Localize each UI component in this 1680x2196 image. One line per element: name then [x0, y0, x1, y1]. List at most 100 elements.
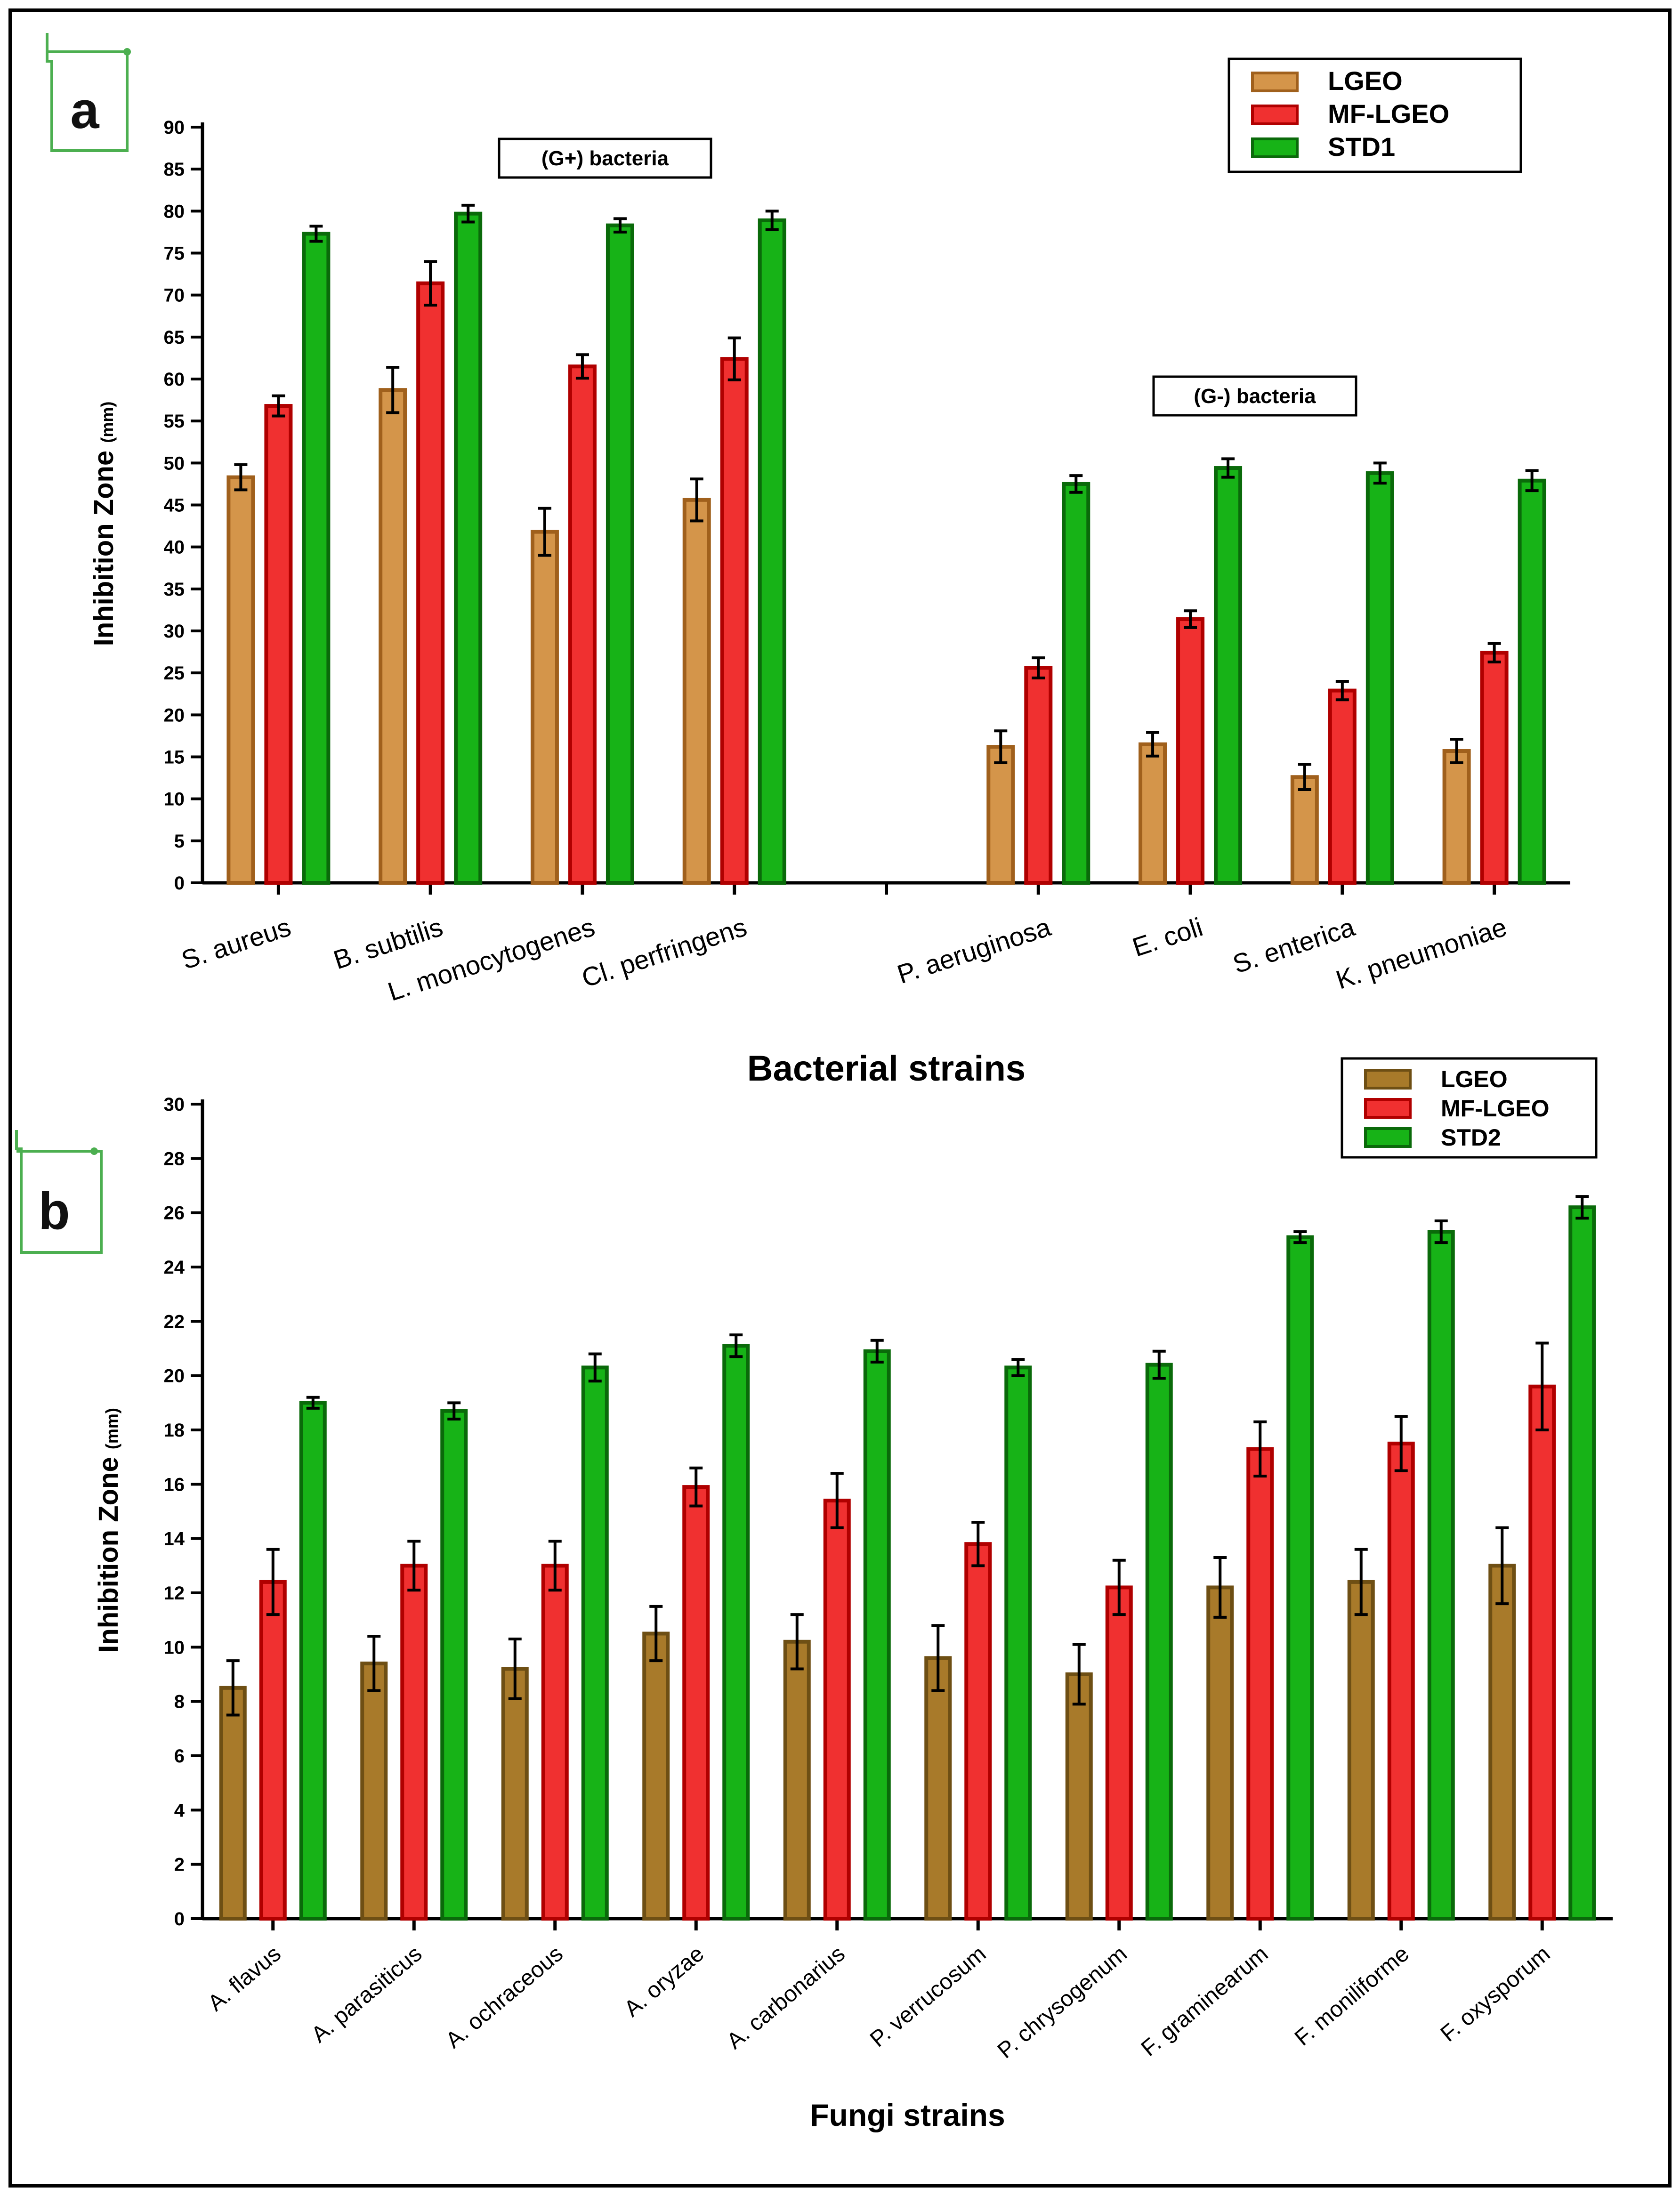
error-bar: [994, 729, 1008, 764]
error-bar: [1184, 609, 1197, 629]
error-bar: [1354, 1548, 1368, 1616]
error-bar: [1525, 469, 1539, 492]
bar-lgeo: [986, 745, 1015, 885]
bar-lgeo: [642, 1631, 670, 1921]
bar-mf-lgeo: [1024, 666, 1053, 885]
bar-mf-lgeo: [1387, 1441, 1415, 1921]
y-tick-label: 40: [164, 537, 185, 558]
bar-std1: [1214, 466, 1243, 885]
error-bar: [870, 1339, 884, 1364]
error-bar: [1394, 1415, 1408, 1472]
y-tick-label: 8: [174, 1692, 185, 1712]
error-bar: [508, 1638, 522, 1700]
group-annotation-label: (G+) bacteria: [541, 147, 669, 170]
y-tick-label: 80: [164, 201, 185, 222]
x-axis-label: Bacterial strains: [747, 1049, 1026, 1089]
y-axis-label: Inhibition Zone (mm): [93, 1408, 124, 1653]
bar-mf-lgeo: [823, 1498, 851, 1921]
error-bar: [971, 1521, 985, 1567]
error-bar: [1253, 1420, 1267, 1478]
y-tick-label: 0: [174, 873, 185, 894]
error-bar: [830, 1472, 844, 1529]
legend-label: STD1: [1328, 132, 1395, 161]
error-bar: [226, 1659, 240, 1717]
bar-mf-lgeo: [541, 1564, 569, 1921]
bar-lgeo: [1488, 1564, 1516, 1921]
error-bar: [1213, 1556, 1227, 1619]
panel-a-marker: a: [46, 33, 131, 152]
legend-swatch: [1364, 1069, 1412, 1090]
bar-lgeo: [682, 498, 711, 885]
y-tick-label: 28: [164, 1148, 185, 1169]
bar-std2: [1568, 1205, 1596, 1921]
bar-lgeo: [924, 1656, 952, 1921]
error-bar: [689, 1466, 703, 1508]
bar-std2: [1427, 1230, 1455, 1921]
y-tick-label: 30: [164, 621, 185, 642]
bar-std1: [758, 218, 786, 885]
y-tick-label: 2: [174, 1855, 185, 1875]
error-bar: [447, 1401, 461, 1421]
error-bar: [765, 210, 779, 231]
y-tick-label: 35: [164, 579, 185, 600]
y-axis-label-text: Inhibition Zone: [89, 443, 119, 646]
y-tick-label: 45: [164, 495, 185, 516]
error-bar: [1221, 457, 1235, 479]
legend-label: STD2: [1441, 1124, 1501, 1151]
error-bar: [266, 1548, 280, 1616]
error-bar: [1011, 1358, 1025, 1377]
bar-lgeo: [530, 530, 559, 885]
bar-std1: [606, 223, 634, 885]
bar-std1: [1062, 482, 1090, 885]
error-bar: [386, 366, 400, 414]
y-tick-label: 26: [164, 1203, 185, 1224]
bar-std1: [302, 232, 331, 885]
y-tick-label: 14: [164, 1529, 185, 1550]
legend-label: MF-LGEO: [1328, 99, 1449, 129]
error-bar: [931, 1624, 945, 1692]
legend-swatch: [1251, 105, 1299, 125]
y-tick-label: 15: [164, 747, 185, 768]
y-tick-label: 5: [174, 831, 185, 852]
legend-label: LGEO: [1328, 66, 1403, 96]
y-tick-label: 10: [164, 1637, 185, 1658]
bar-std1: [454, 211, 483, 885]
error-bar: [1112, 1558, 1126, 1616]
bar-lgeo: [1206, 1585, 1234, 1921]
bar-std1: [1365, 471, 1394, 885]
y-tick-label: 18: [164, 1420, 185, 1441]
panel-b-label: b: [38, 1182, 70, 1240]
y-tick-label: 30: [164, 1094, 185, 1115]
error-bar: [407, 1540, 421, 1592]
group-annotation-box: [498, 137, 712, 179]
error-bar: [1072, 1643, 1086, 1706]
bar-std1: [1518, 478, 1546, 885]
y-tick-label: 6: [174, 1746, 185, 1767]
y-axis-label: Inhibition Zone (mm): [89, 402, 119, 646]
bar-mf-lgeo: [416, 281, 445, 885]
y-tick-label: 0: [174, 1909, 185, 1930]
legend-swatch: [1364, 1127, 1412, 1148]
y-tick-label: 65: [164, 327, 185, 348]
bar-mf-lgeo: [1176, 617, 1205, 885]
legend-swatch: [1251, 72, 1299, 92]
error-bar: [1032, 656, 1045, 679]
y-tick-label: 4: [174, 1800, 185, 1821]
chart-a: 0 5 10 15 20 25 30 35 40 45 50 55 60 65 70 75 80 85 90 Inhi…: [89, 57, 1570, 1089]
y-tick-label: 20: [164, 705, 185, 726]
error-bar: [234, 463, 248, 492]
bar-lgeo: [360, 1661, 388, 1921]
bar-std2: [299, 1401, 327, 1921]
y-tick-label: 22: [164, 1311, 185, 1332]
y-tick-label: 70: [164, 285, 185, 306]
error-bar: [1535, 1341, 1549, 1431]
bar-mf-lgeo: [1528, 1384, 1556, 1921]
error-bar: [727, 336, 741, 381]
y-axis-label-text: Inhibition Zone: [93, 1449, 124, 1653]
error-bar: [1450, 738, 1463, 764]
error-bar: [1434, 1219, 1448, 1244]
y-tick-label: 10: [164, 789, 185, 810]
error-bar: [306, 1396, 320, 1410]
